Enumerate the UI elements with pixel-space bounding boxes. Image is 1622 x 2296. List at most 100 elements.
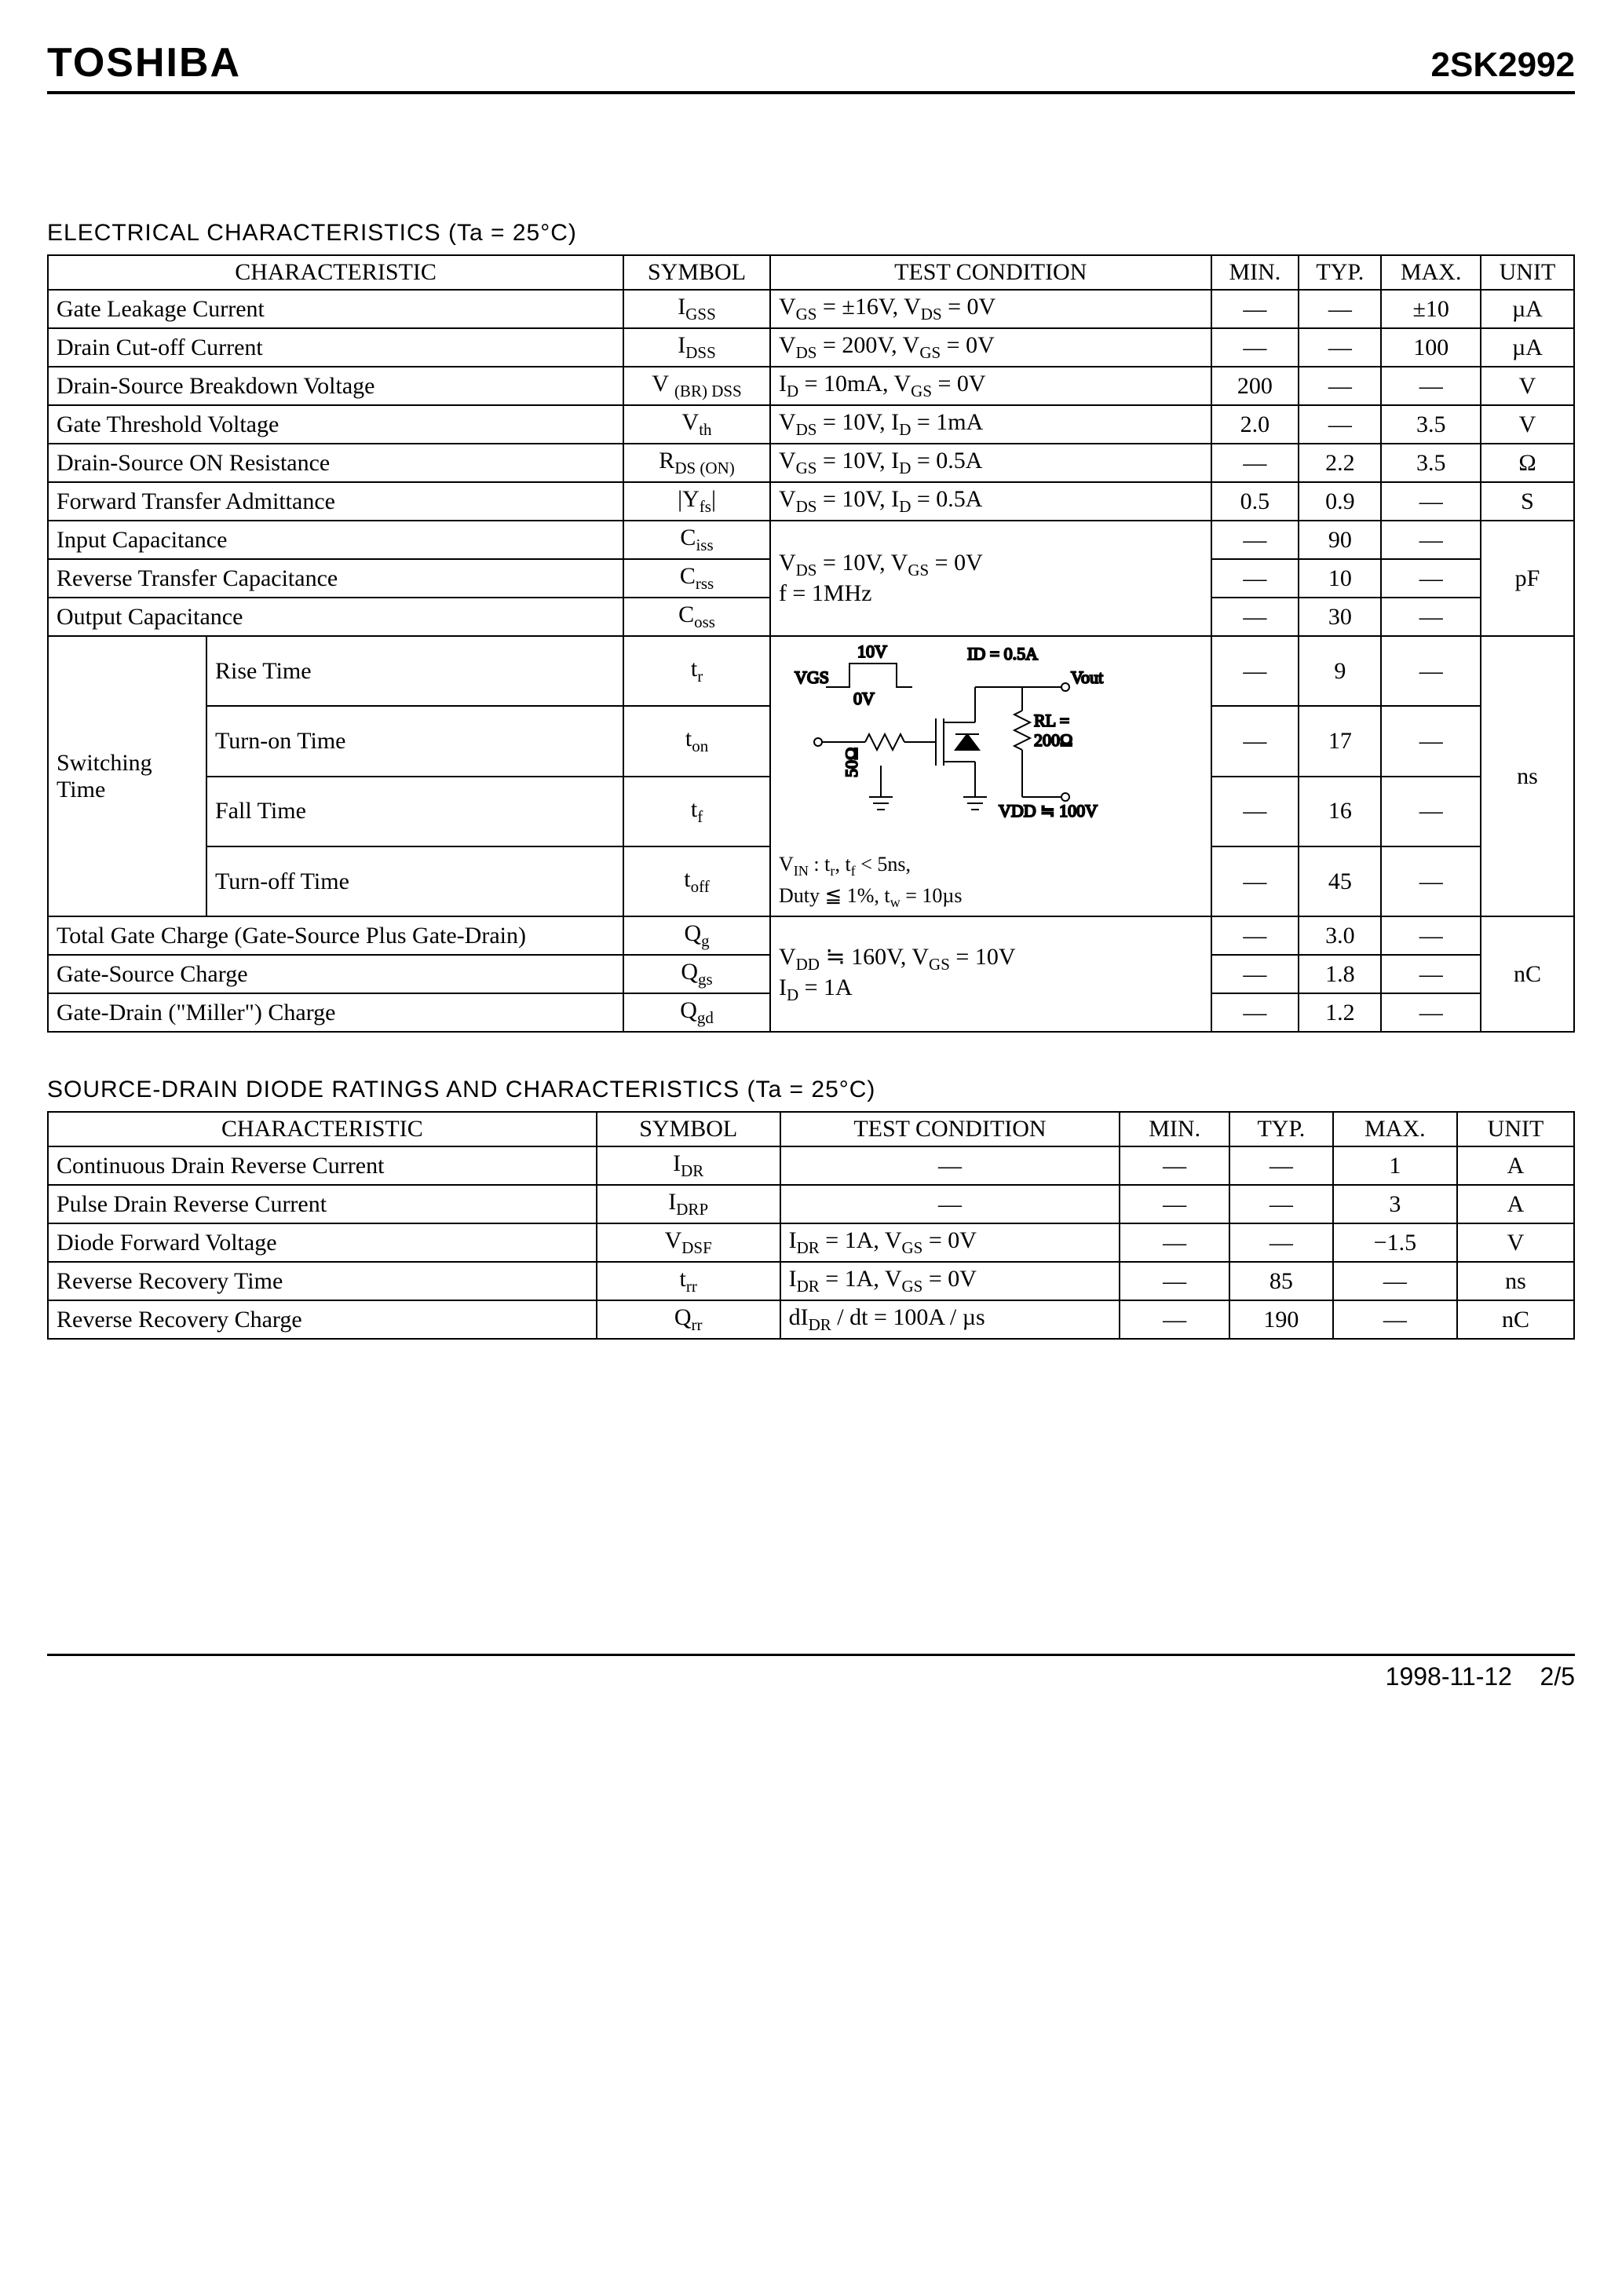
cell-cond: IDR = 1A, VGS = 0V — [780, 1223, 1120, 1262]
svg-text:ID = 0.5A: ID = 0.5A — [967, 644, 1038, 664]
cell-cond: VDS = 10V, ID = 1mA — [770, 405, 1211, 444]
cell-unit: nC — [1457, 1300, 1574, 1339]
cell-min: 2.0 — [1211, 405, 1299, 444]
footer-page: 2/5 — [1540, 1662, 1575, 1691]
cell-max: — — [1381, 846, 1480, 916]
col-characteristic: CHARACTERISTIC — [48, 1112, 597, 1146]
cell-cap-cond: VDS = 10V, VGS = 0Vf = 1MHz — [770, 521, 1211, 636]
cell-char: Gate Leakage Current — [48, 290, 623, 328]
cell-sym: |Yfs| — [623, 482, 770, 521]
cell-sym: IDR — [597, 1146, 780, 1185]
svg-text:VDD ≒ 100V: VDD ≒ 100V — [999, 801, 1098, 821]
cell-sym: Coss — [623, 598, 770, 636]
cell-sym: tr — [623, 636, 770, 706]
row-qrr: Reverse Recovery Charge Qrr dIDR / dt = … — [48, 1300, 1574, 1339]
cell-typ: 1.2 — [1299, 993, 1381, 1032]
cell-typ: 2.2 — [1299, 444, 1381, 482]
cell-max: — — [1381, 521, 1480, 559]
cell-min: — — [1211, 328, 1299, 367]
cell-min: — — [1211, 559, 1299, 598]
cell-cond: ID = 10mA, VGS = 0V — [770, 367, 1211, 405]
cell-unit: µA — [1481, 328, 1574, 367]
cell-cond: VGS = 10V, ID = 0.5A — [770, 444, 1211, 482]
row-trr: Reverse Recovery Time trr IDR = 1A, VGS … — [48, 1262, 1574, 1300]
cell-min: 200 — [1211, 367, 1299, 405]
cell-typ: 17 — [1299, 706, 1381, 776]
cell-max: — — [1381, 955, 1480, 993]
cell-typ: 30 — [1299, 598, 1381, 636]
cell-min: — — [1211, 290, 1299, 328]
cell-unit: V — [1481, 367, 1574, 405]
cell-max: 100 — [1381, 328, 1480, 367]
cell-typ: — — [1299, 367, 1381, 405]
cell-sym: Qgs — [623, 955, 770, 993]
cell-typ: 16 — [1299, 777, 1381, 846]
cell-char: Gate-Drain ("Miller") Charge — [48, 993, 623, 1032]
cell-min: — — [1211, 598, 1299, 636]
cell-char: Diode Forward Voltage — [48, 1223, 597, 1262]
cell-unit: A — [1457, 1185, 1574, 1223]
col-symbol: SYMBOL — [597, 1112, 780, 1146]
cell-char: Reverse Recovery Charge — [48, 1300, 597, 1339]
cell-typ: 10 — [1299, 559, 1381, 598]
cell-max: 3.5 — [1381, 405, 1480, 444]
cell-max: 3.5 — [1381, 444, 1480, 482]
cell-char: Turn-off Time — [206, 846, 623, 916]
cell-unit: V — [1481, 405, 1574, 444]
svg-text:50Ω: 50Ω — [842, 748, 861, 777]
switching-cond-text: VIN : tr, tf < 5ns,Duty ≦ 1%, tw = 10µs — [779, 850, 1203, 912]
cell-max: — — [1381, 598, 1480, 636]
cell-max: — — [1333, 1300, 1457, 1339]
cell-sym: trr — [597, 1262, 780, 1300]
row-qg: Total Gate Charge (Gate-Source Plus Gate… — [48, 916, 1574, 955]
cell-sym: Crss — [623, 559, 770, 598]
cell-typ: — — [1299, 290, 1381, 328]
cell-max: — — [1333, 1262, 1457, 1300]
cell-cond: VDS = 10V, ID = 0.5A — [770, 482, 1211, 521]
cell-unit: µA — [1481, 290, 1574, 328]
cell-sym: ton — [623, 706, 770, 776]
footer-date: 1998-11-12 — [1386, 1662, 1512, 1691]
cell-min: 0.5 — [1211, 482, 1299, 521]
cell-min: — — [1211, 993, 1299, 1032]
cell-typ: 45 — [1299, 846, 1381, 916]
cell-char: Continuous Drain Reverse Current — [48, 1146, 597, 1185]
row-gate-leakage: Gate Leakage Current IGSS VGS = ±16V, VD… — [48, 290, 1574, 328]
row-rdson: Drain-Source ON Resistance RDS (ON) VGS … — [48, 444, 1574, 482]
brand-logo: TOSHIBA — [47, 39, 241, 86]
switching-circuit-diagram: VGS 10V 0V 50Ω — [779, 640, 1109, 844]
cell-sym: Qgd — [623, 993, 770, 1032]
cell-min: — — [1120, 1262, 1229, 1300]
cell-typ: — — [1299, 328, 1381, 367]
cell-min: — — [1211, 706, 1299, 776]
cell-min: — — [1120, 1223, 1229, 1262]
cell-cond: — — [780, 1185, 1120, 1223]
svg-text:RL =: RL = — [1034, 711, 1069, 730]
cell-typ: 190 — [1229, 1300, 1333, 1339]
cell-max: ±10 — [1381, 290, 1480, 328]
svg-text:Vout: Vout — [1071, 667, 1103, 687]
cell-charge-unit: nC — [1481, 916, 1574, 1032]
col-min: MIN. — [1211, 255, 1299, 290]
section1-title: ELECTRICAL CHARACTERISTICS (Ta = 25°C) — [47, 220, 1575, 247]
cell-char: Output Capacitance — [48, 598, 623, 636]
cell-typ: 0.9 — [1299, 482, 1381, 521]
cell-char: Total Gate Charge (Gate-Source Plus Gate… — [48, 916, 623, 955]
cell-min: — — [1211, 916, 1299, 955]
cell-cond: VGS = ±16V, VDS = 0V — [770, 290, 1211, 328]
table-header-row: CHARACTERISTIC SYMBOL TEST CONDITION MIN… — [48, 255, 1574, 290]
col-max: MAX. — [1333, 1112, 1457, 1146]
col-unit: UNIT — [1457, 1112, 1574, 1146]
cell-char: Gate-Source Charge — [48, 955, 623, 993]
cell-min: — — [1211, 846, 1299, 916]
col-condition: TEST CONDITION — [770, 255, 1211, 290]
cell-typ: — — [1229, 1223, 1333, 1262]
page-header: TOSHIBA 2SK2992 — [47, 39, 1575, 94]
cell-cond: — — [780, 1146, 1120, 1185]
cell-sym: Qrr — [597, 1300, 780, 1339]
cell-cond: dIDR / dt = 100A / µs — [780, 1300, 1120, 1339]
row-yfs: Forward Transfer Admittance |Yfs| VDS = … — [48, 482, 1574, 521]
cell-typ: 9 — [1299, 636, 1381, 706]
section2-title: SOURCE-DRAIN DIODE RATINGS AND CHARACTER… — [47, 1077, 1575, 1103]
cell-char: Reverse Recovery Time — [48, 1262, 597, 1300]
